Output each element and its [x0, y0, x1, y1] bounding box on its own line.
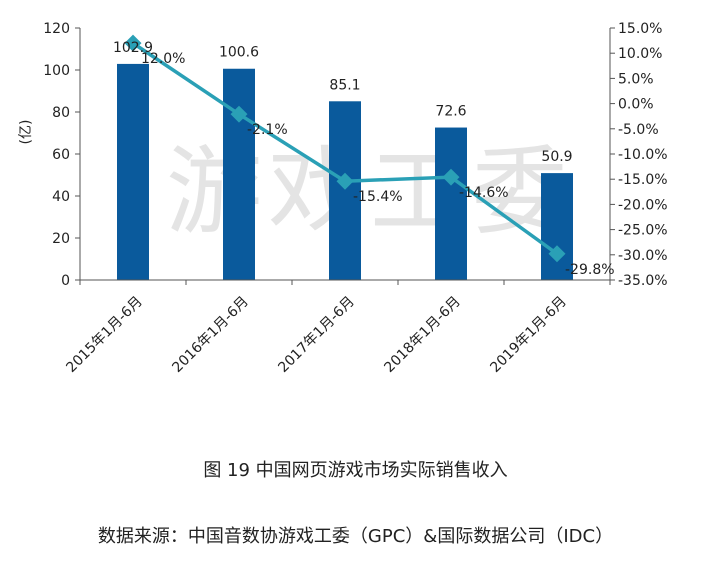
growth-value-label: 12.0%	[141, 51, 185, 67]
y2-tick-label: -30.0%	[618, 248, 668, 264]
growth-value-label: -15.4%	[353, 189, 403, 205]
growth-point-3	[336, 172, 354, 190]
bar-1	[117, 63, 149, 280]
bar-value-label: 72.6	[435, 104, 466, 120]
figure-title: 图 19 中国网页游戏市场实际销售收入	[203, 460, 508, 481]
y2-tick-label: -10.0%	[618, 147, 668, 163]
growth-value-label: -29.8%	[565, 262, 615, 278]
x-tick-label: 2018年1月-6月	[381, 294, 463, 376]
y2-tick-label: -20.0%	[618, 197, 668, 213]
y-tick-label: 100	[43, 63, 70, 79]
bar-2	[223, 68, 255, 281]
bar-4	[435, 127, 467, 280]
bar-3	[329, 101, 361, 280]
growth-point-4	[442, 168, 460, 186]
y2-tick-label: 0.0%	[618, 97, 654, 113]
y2-tick-label: -25.0%	[618, 223, 668, 239]
y2-tick-label: 5.0%	[618, 71, 654, 87]
y-tick-label: 0	[61, 273, 70, 289]
growth-value-label: -2.1%	[247, 122, 288, 138]
growth-point-5	[548, 245, 566, 263]
bar-value-label: 50.9	[541, 149, 572, 165]
y2-tick-label: 15.0%	[618, 21, 662, 37]
bar-value-label: 102.9	[113, 40, 153, 56]
y2-tick-label: 10.0%	[618, 46, 662, 62]
x-tick-label: 2019年1月-6月	[487, 294, 569, 376]
x-tick-label: 2015年1月-6月	[63, 294, 145, 376]
y-tick-label: 60	[52, 147, 70, 163]
bar-value-label: 100.6	[219, 45, 259, 61]
y2-tick-label: -5.0%	[618, 122, 659, 138]
x-tick-label: 2016年1月-6月	[169, 294, 251, 376]
x-tick-label: 2017年1月-6月	[275, 294, 357, 376]
growth-point-2	[230, 105, 248, 123]
y-tick-label: 120	[43, 21, 70, 37]
figure-source: 数据来源：中国音数协游戏工委（GPC）&国际数据公司（IDC）	[97, 526, 614, 547]
growth-value-label: -14.6%	[459, 185, 509, 201]
y-tick-label: 40	[52, 189, 70, 205]
bar-value-label: 85.1	[329, 77, 360, 93]
y-axis-title: (亿)	[18, 120, 34, 145]
y-tick-label: 20	[52, 231, 70, 247]
y2-tick-label: -35.0%	[618, 273, 668, 289]
y-tick-label: 80	[52, 105, 70, 121]
y2-tick-label: -15.0%	[618, 172, 668, 188]
